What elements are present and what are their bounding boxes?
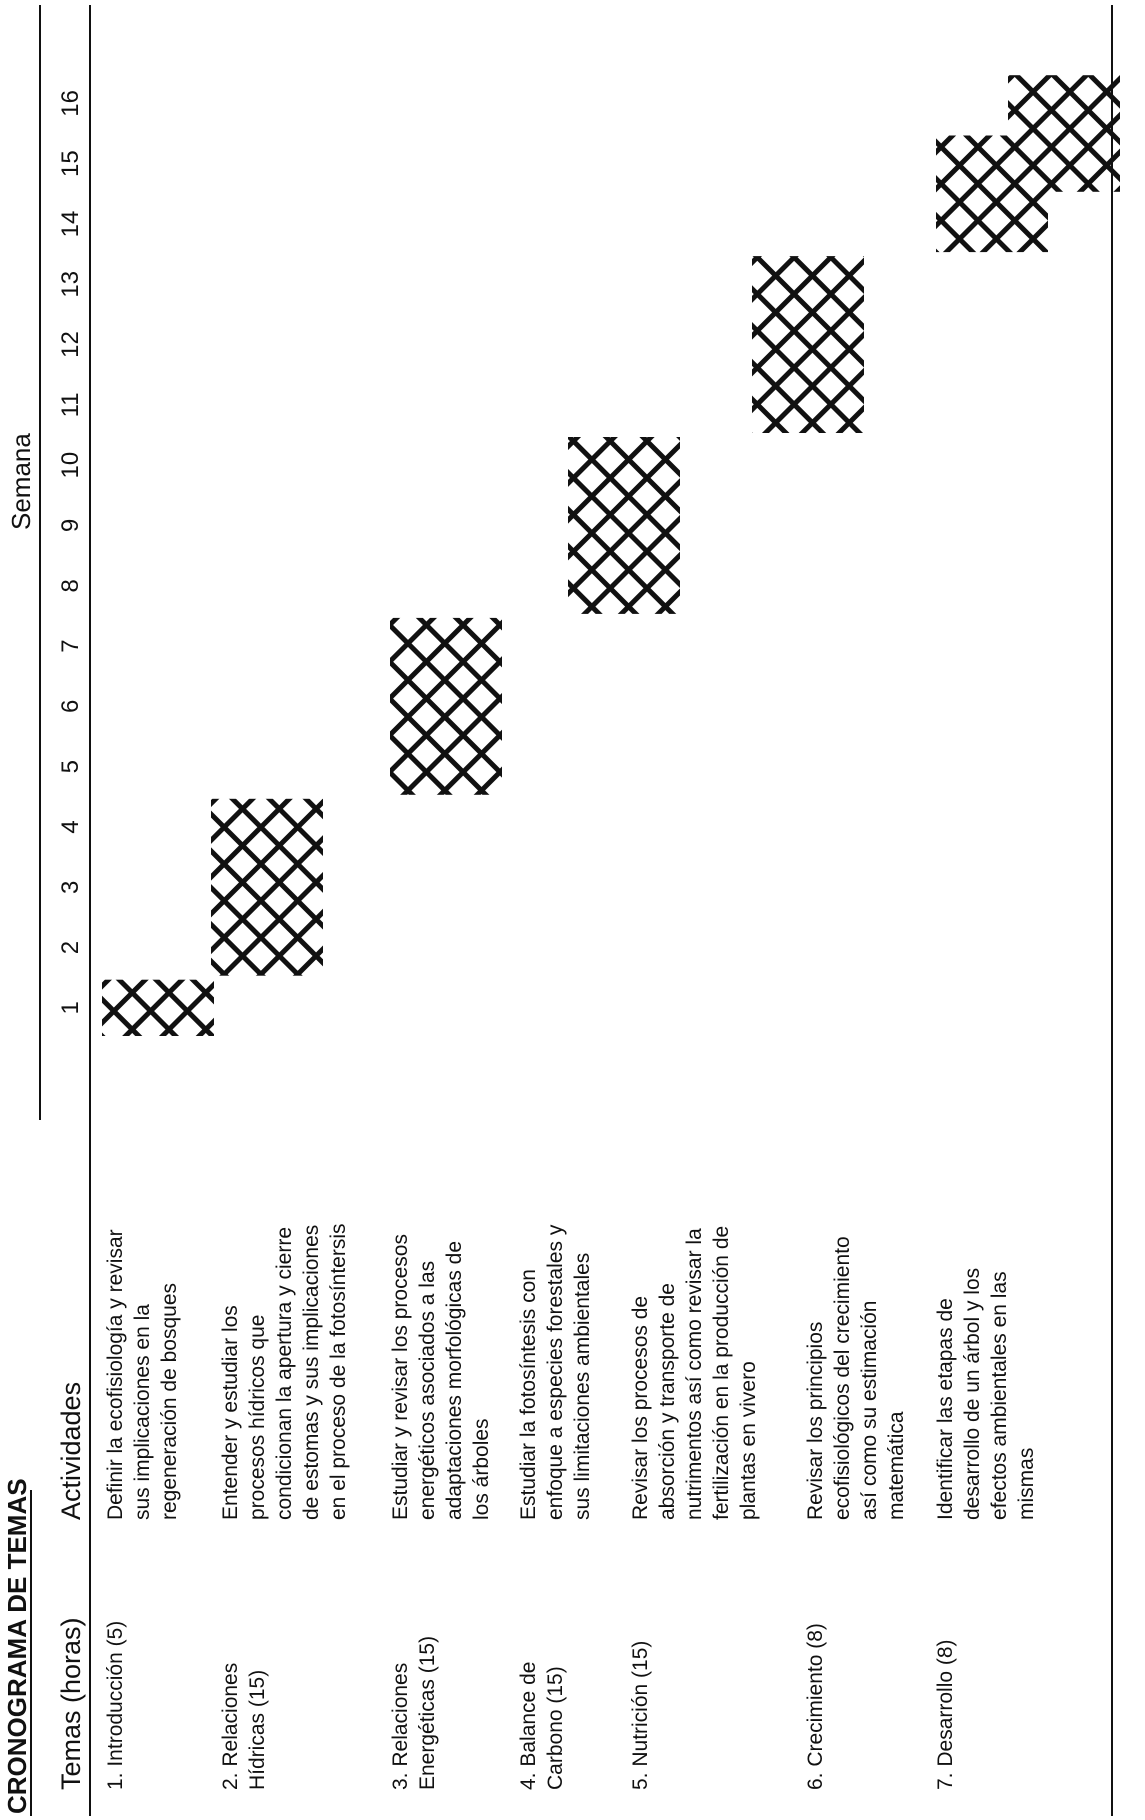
tema-label: 2. Relaciones [219, 1663, 242, 1790]
actividad-text: en el proceso de la fotosíntersis [327, 1223, 350, 1520]
tema-label: Energéticas (15) [416, 1636, 439, 1790]
actividad-text: plantas en vivero [737, 1361, 760, 1520]
week-number-2: 2 [57, 941, 84, 954]
actividad-text: Revisar los principios [804, 1322, 827, 1520]
actividad-text: mismas [1015, 1448, 1038, 1520]
topic-row-3: 3. Relaciones Energéticas (15) Estudiar y … [389, 617, 502, 1790]
tema-label: Hídricas (15) [246, 1670, 269, 1790]
tema-label: 7. Desarrollo (8) [934, 1639, 957, 1790]
actividad-text: regeneración de bosques [158, 1283, 181, 1520]
topic-row-4: 4. Balance de Carbono (15) Estudiar la fot… [517, 437, 680, 1790]
actividad-text: fertilización en la producción de [710, 1226, 733, 1520]
topic-rows: 1. Introducción (5) Definir la ecofisiolo… [102, 75, 1120, 1790]
actividad-text: Estudiar la fotosíntesis con [517, 1269, 540, 1520]
actividad-text: efectos ambientales en las [988, 1271, 1011, 1520]
week-number-10: 10 [57, 452, 84, 479]
week-number-16: 16 [57, 90, 84, 117]
actividad-text: sus limitaciones ambientales [571, 1253, 594, 1520]
schedule-bar-topic-3 [390, 617, 502, 795]
document-title: CRONOGRAMA DE TEMAS [2, 1478, 32, 1814]
tema-label: 1. Introducción (5) [104, 1621, 127, 1790]
header-semana: Semana [6, 433, 36, 530]
actividad-text: condicionan la apertura y cierre [273, 1227, 296, 1520]
actividad-text: Estudiar y revisar los procesos [389, 1234, 412, 1520]
week-number-1: 1 [57, 1001, 84, 1014]
tema-label: 3. Relaciones [389, 1663, 412, 1790]
topic-row-5: 5. Nutrición (15) Revisar los procesos de… [629, 256, 864, 1790]
actividad-text: procesos hídricos que [246, 1315, 269, 1520]
actividad-text: Revisar los procesos de [629, 1296, 652, 1520]
header-actividades: Actividades [56, 1382, 86, 1520]
schedule-bar-topic-4 [568, 437, 680, 614]
tema-label: 4. Balance de [517, 1662, 540, 1790]
topic-row-7: 7. Desarrollo (8) Identificar las etapas … [934, 75, 1120, 1790]
week-number-7: 7 [57, 639, 84, 652]
tema-label: Carbono (15) [544, 1666, 567, 1790]
tema-label: 5. Nutrición (15) [629, 1641, 652, 1790]
week-number-5: 5 [57, 760, 84, 773]
actividad-text: adaptaciones morfológicas de [443, 1241, 466, 1520]
schedule-bar-topic-7 [1008, 75, 1120, 192]
actividad-text: así como su estimación [858, 1301, 881, 1520]
rotated-table: CRONOGRAMA DE TEMAS Temas (horas) Activi… [2, 5, 1120, 1816]
actividad-text: los árboles [470, 1418, 493, 1520]
actividad-text: Definir la ecofisiología y revisar [104, 1229, 127, 1520]
week-number-13: 13 [57, 271, 84, 298]
actividad-text: energéticos asociados a las [416, 1261, 439, 1520]
actividad-text: enfoque a especies forestales y [544, 1224, 567, 1520]
schedule-bar-topic-1 [102, 979, 214, 1036]
actividad-text: desarrollo de un árbol y los [961, 1268, 984, 1520]
actividad-text: nutrimentos así como revisar la [683, 1228, 706, 1520]
actividad-text: de estomas y sus implicaciones [300, 1225, 323, 1520]
actividad-text: Identificar las etapas de [934, 1298, 957, 1520]
week-number-14: 14 [57, 211, 84, 238]
tema-label: 6. Crecimiento (8) [804, 1623, 827, 1790]
week-number-3: 3 [57, 881, 84, 894]
topic-row-6: 6. Crecimiento (8) Revisar los principios… [804, 135, 1048, 1790]
actividad-text: absorción y transporte de [656, 1283, 679, 1520]
topic-row-2: 2. Relaciones Hídricas (15) Entender y est… [211, 798, 350, 1790]
week-number-4: 4 [57, 820, 84, 833]
week-number-9: 9 [57, 519, 84, 532]
actividad-text: sus implicaciones en la [131, 1304, 154, 1520]
week-number-6: 6 [57, 700, 84, 713]
week-number-8: 8 [57, 579, 84, 592]
actividad-text: ecofisiológicos del crecimiento [831, 1236, 854, 1520]
schedule-bar-topic-5 [752, 256, 864, 433]
schedule-bar-topic-2 [211, 798, 323, 976]
week-number-12: 12 [57, 331, 84, 358]
week-number-11: 11 [57, 392, 84, 417]
week-number-15: 15 [57, 150, 84, 177]
actividad-text: matemática [885, 1411, 908, 1520]
topic-row-1: 1. Introducción (5) Definir la ecofisiolo… [102, 979, 214, 1790]
header-temas: Temas (horas) [56, 1617, 86, 1790]
actividad-text: Entender y estudiar los [219, 1305, 242, 1520]
